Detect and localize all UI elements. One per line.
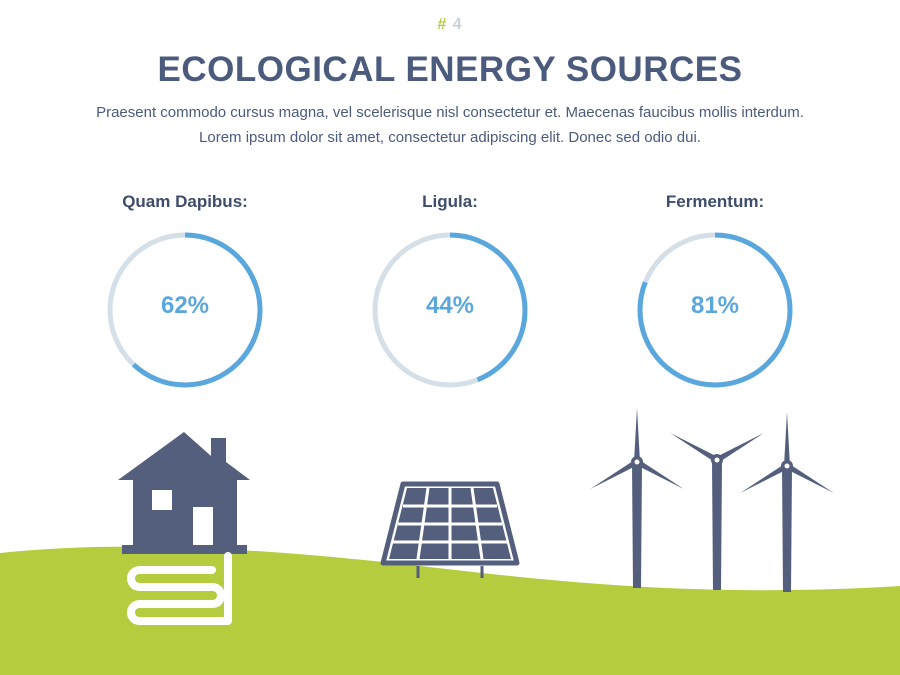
solar-panel-icon	[380, 481, 520, 578]
gauge-label: Fermentum:	[665, 192, 765, 211]
gauge-ring	[637, 232, 793, 388]
wind-turbine-3	[740, 412, 834, 592]
gauge-ring	[107, 232, 263, 388]
gauge-progress-arc	[107, 232, 263, 388]
description-line-2: Lorem ipsum dolor sit amet, consectetur …	[199, 129, 701, 146]
house-geothermal-icon	[118, 432, 250, 625]
description-line-1: Praesent commodo cursus magna, vel scele…	[96, 104, 804, 121]
slide-number-hash: #	[437, 16, 448, 33]
gauge-value: 62%	[160, 292, 210, 319]
description: Praesent commodo cursus magna, vel scele…	[40, 100, 860, 150]
gauge-progress-arc	[372, 232, 528, 388]
gauge-label: Ligula:	[422, 192, 478, 211]
wind-turbine-1	[590, 408, 684, 588]
slide-number: # 4	[0, 16, 900, 34]
gauge-label: Quam Dapibus:	[122, 192, 248, 211]
gauge-progress-arc	[637, 232, 793, 388]
wind-turbines-icon	[590, 408, 834, 592]
page-title: ECOLOGICAL ENERGY SOURCES	[157, 50, 743, 89]
gauge-value: 81%	[690, 292, 740, 319]
gauge-fermentum: Fermentum: 81%	[625, 192, 805, 397]
gauge-ring	[372, 232, 528, 388]
gauge-value: 44%	[425, 292, 475, 319]
wind-turbine-2	[670, 433, 764, 590]
slide-number-value: 4	[452, 16, 463, 33]
gauge-ligula: Ligula: 44%	[360, 192, 540, 397]
gauge-quam-dapibus: Quam Dapibus: 62%	[95, 192, 275, 397]
